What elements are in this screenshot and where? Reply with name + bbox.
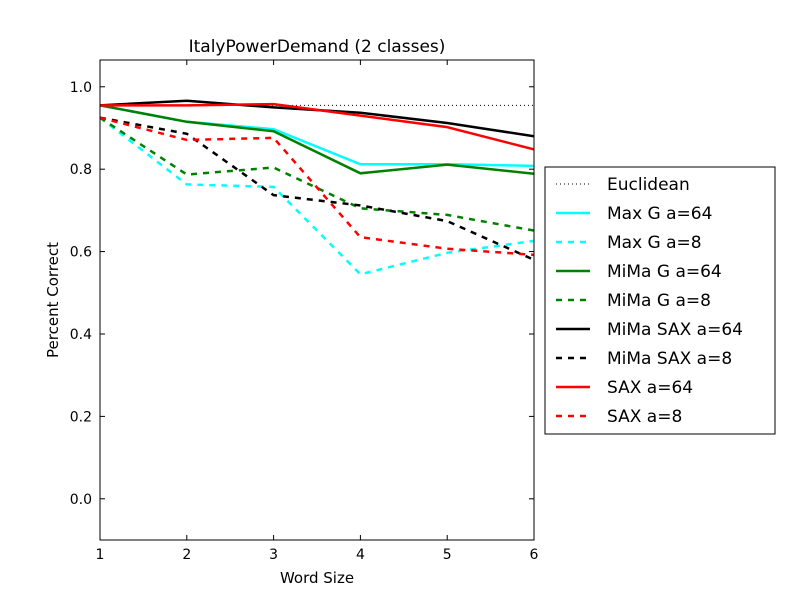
- legend-label-1: Max G a=64: [607, 204, 712, 224]
- y-tick-label: 0.2: [70, 409, 92, 425]
- y-tick-label: 0.0: [70, 492, 92, 508]
- legend-label-5: MiMa SAX a=64: [607, 320, 743, 340]
- x-tick-label: 6: [530, 547, 539, 563]
- series-line-3: [100, 104, 534, 175]
- y-tick-label: 0.4: [70, 327, 92, 343]
- legend-label-8: SAX a=8: [607, 407, 682, 427]
- x-axis-label: Word Size: [280, 569, 354, 587]
- y-tick-label: 1.0: [70, 80, 92, 96]
- series-line-8: [100, 116, 534, 257]
- y-tick-label: 0.8: [70, 162, 92, 178]
- plot-lines: [100, 99, 534, 276]
- legend-label-0: Euclidean: [607, 175, 690, 195]
- legend-label-2: Max G a=8: [607, 233, 702, 253]
- series-line-6: [100, 116, 534, 261]
- x-tick-label: 5: [443, 547, 452, 563]
- legend-label-3: MiMa G a=64: [607, 262, 722, 282]
- y-axis-label: Percent Correct: [44, 242, 62, 358]
- y-tick-label: 0.6: [70, 245, 92, 261]
- axis-ticks: 1 2 3 4 5 6 0.0 0.2 0.4 0.6 0.8 1.0: [70, 60, 539, 563]
- series-line-7: [100, 102, 534, 151]
- chart-title: ItalyPowerDemand (2 classes): [189, 37, 446, 57]
- x-tick-label: 4: [356, 547, 365, 563]
- x-tick-label: 1: [96, 547, 105, 563]
- legend-label-6: MiMa SAX a=8: [607, 349, 732, 369]
- legend-label-7: SAX a=64: [607, 378, 693, 398]
- series-line-4: [100, 116, 534, 232]
- series-line-2: [100, 116, 534, 276]
- legend-label-4: MiMa G a=8: [607, 291, 711, 311]
- legend: Euclidean Max G a=64 Max G a=8 MiMa G a=64 M…: [544, 166, 776, 435]
- x-tick-label: 2: [182, 547, 191, 563]
- series-line-1: [100, 104, 534, 168]
- plot-frame: [99, 59, 535, 541]
- x-tick-label: 3: [269, 547, 278, 563]
